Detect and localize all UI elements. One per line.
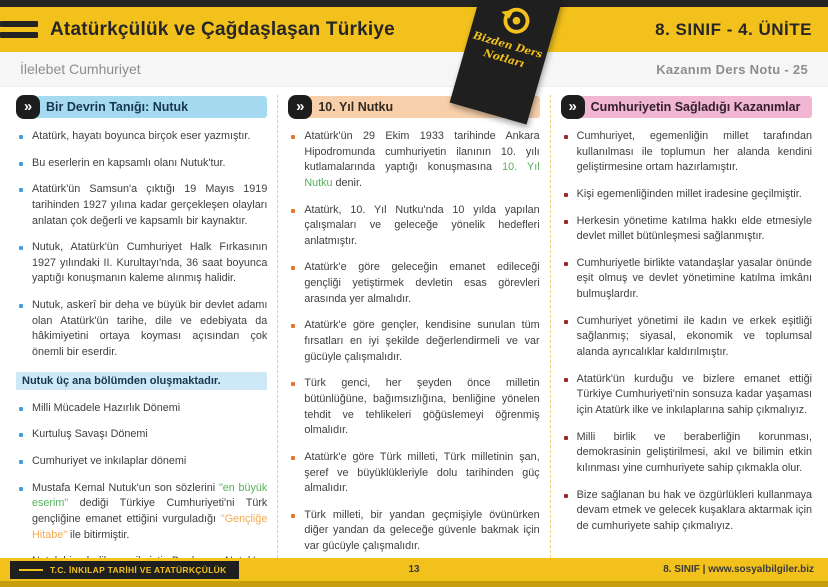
bullet-list: Milli Mücadele Hazırlık Dönemi Kurtuluş … [16, 401, 267, 558]
section-header: » 10. Yıl Nutku [288, 95, 540, 119]
list-item: Nutuk birçok dile çevrilmiştir. Bu durum… [16, 554, 267, 558]
course-label: T.C. İNKILAP TARİHİ VE ATATÜRKÇÜLÜK [50, 564, 227, 575]
top-strip [0, 0, 828, 7]
list-item: Atatürk'e göre Türk milleti, Türk millet… [288, 450, 540, 497]
bullet-icon [19, 161, 23, 166]
bullet-icon [291, 266, 296, 271]
bullet-icon [19, 459, 23, 464]
list-item: Cumhuriyetle birlikte vatandaşlar yasala… [561, 256, 812, 303]
highlighted-text: 10. Yıl Nutku [304, 161, 540, 189]
content: » Bir Devrin Tanığı: Nutuk Atatürk, haya… [0, 87, 828, 558]
bullet-icon [19, 246, 23, 251]
list-item: Bize sağlanan bu hak ve özgürlükleri kul… [561, 488, 812, 535]
footer: T.C. İNKILAP TARİHİ VE ATATÜRKÇÜLÜK 13 8… [0, 558, 828, 581]
bullet-list: Cumhuriyet, egemenliğin millet tarafında… [561, 129, 812, 534]
list-item: Türk genci, her şeyden önce milletin büt… [288, 376, 540, 439]
bullet-icon [563, 493, 568, 498]
list-item: Atatürk'ün kurduğu ve bizlere emanet ett… [561, 372, 812, 419]
bullet-icon [291, 208, 296, 213]
bullet-icon [563, 435, 568, 440]
bullet-icon [19, 433, 23, 438]
list-item: Türk milleti, bir yandan geçmişiyle övün… [288, 508, 540, 555]
unit-label: 8. SINIF - 4. ÜNİTE [655, 19, 812, 39]
column-nutuk: » Bir Devrin Tanığı: Nutuk Atatürk, haya… [6, 95, 277, 558]
bullet-icon [291, 513, 296, 518]
list-item: Kurtuluş Savaşı Dönemi [16, 427, 267, 443]
bullet-list: Atatürk, hayatı boyunca birçok eser yazm… [16, 129, 267, 361]
double-chevron-icon: » [560, 95, 585, 119]
course-label-box: T.C. İNKILAP TARİHİ VE ATATÜRKÇÜLÜK [10, 560, 239, 579]
bullet-icon [291, 455, 296, 460]
list-item: Cumhuriyet yönetimi ile kadın ve erkek e… [561, 314, 812, 361]
bullet-icon [19, 304, 23, 309]
list-item: Cumhuriyet, egemenliğin millet tarafında… [561, 129, 812, 176]
list-item: Atatürk'e göre geleceğin emanet edileceğ… [288, 260, 540, 307]
bullet-list: Atatürk'ün 29 Ekim 1933 tarihinde Ankara… [288, 129, 540, 555]
note-label: Kazanım Ders Notu - 25 [656, 61, 808, 77]
footer-site-label: 8. SINIF | www.sosyalbilgiler.biz [663, 564, 814, 575]
brand-ribbon-text: Bizden Ders Notları [467, 30, 544, 76]
list-item: Bu eserlerin en kapsamlı olanı Nutuk'tur… [16, 156, 267, 172]
section-header: » Bir Devrin Tanığı: Nutuk [16, 95, 268, 119]
sub-section-heading: Nutuk üç ana bölümden oluşmaktadır. [16, 371, 268, 390]
section-header: » Cumhuriyetin Sağladığı Kazanımlar [560, 95, 812, 119]
list-item: Milli birlik ve beraberliğin korunması, … [561, 430, 812, 477]
brand-ribbon: Bizden Ders Notları [449, 0, 563, 125]
main-header: Atatürkçülük ve Çağdaşlaşan Türkiye 8. S… [0, 7, 828, 52]
highlighted-text: "Gençliğe Hitabe" [32, 512, 268, 541]
bullet-icon [563, 192, 568, 197]
brand-logo-icon [501, 7, 530, 34]
list-item: Milli Mücadele Hazırlık Dönemi [16, 401, 267, 417]
column-10-yil-nutku: » 10. Yıl Nutku Atatürk'ün 29 Ekim 1933 … [277, 95, 549, 558]
dash-icon [19, 568, 43, 571]
bullet-icon [563, 377, 568, 382]
bullet-icon [291, 324, 296, 329]
column-kazanimlar: » Cumhuriyetin Sağladığı Kazanımlar Cumh… [549, 95, 822, 558]
double-chevron-icon: » [16, 95, 40, 119]
double-chevron-icon: » [288, 95, 313, 119]
list-item: Atatürk'ün 29 Ekim 1933 tarihinde Ankara… [288, 129, 540, 192]
bullet-icon [563, 319, 568, 324]
list-item: Cumhuriyet ve inkılaplar dönemi [16, 454, 267, 470]
section-title: Cumhuriyetin Sağladığı Kazanımlar [572, 96, 812, 118]
list-item: Kişi egemenliğinden millet iradesine geç… [561, 187, 812, 203]
bullet-icon [19, 188, 23, 193]
menu-bars-icon [0, 21, 38, 38]
list-item: Nutuk, Atatürk'ün Cumhuriyet Halk Fırkas… [16, 240, 267, 287]
bullet-icon [19, 486, 23, 491]
list-item: Atatürk'ün Samsun'a çıktığı 19 Mayıs 191… [16, 182, 267, 229]
bullet-icon [563, 219, 568, 224]
lesson-title: İlelebet Cumhuriyet [20, 61, 141, 77]
bullet-icon [563, 261, 568, 266]
highlighted-text: "en büyük eserim" [32, 481, 268, 510]
page-number: 13 [408, 564, 420, 575]
list-item: Atatürk, 10. Yıl Nutku'nda 10 yılda yapı… [288, 203, 540, 250]
sub-header: İlelebet Cumhuriyet Kazanım Ders Notu - … [0, 52, 828, 87]
bottom-strip [0, 581, 828, 587]
page-title: Atatürkçülük ve Çağdaşlaşan Türkiye [50, 18, 395, 40]
bullet-icon [563, 135, 568, 139]
list-item: Mustafa Kemal Nutuk'un son sözlerini "en… [16, 481, 267, 544]
bullet-icon [291, 135, 296, 139]
list-item: Atatürk'e göre gençler, kendisine sunula… [288, 318, 540, 365]
bullet-icon [19, 135, 23, 139]
bullet-icon [291, 382, 296, 387]
section-title: Bir Devrin Tanığı: Nutuk [28, 96, 268, 118]
bullet-icon [19, 406, 23, 411]
list-item: Herkesin yönetime katılma hakkı elde etm… [561, 214, 812, 245]
list-item: Nutuk, askerî bir deha ve büyük bir devl… [16, 298, 267, 361]
list-item: Atatürk, hayatı boyunca birçok eser yazm… [16, 129, 267, 145]
